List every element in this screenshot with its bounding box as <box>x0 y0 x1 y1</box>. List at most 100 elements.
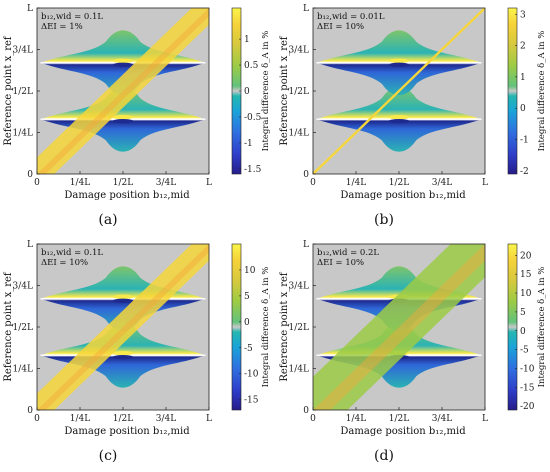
colorbar-tick-label: 0 <box>244 318 250 328</box>
colorbar-tick-label: -15 <box>520 383 535 393</box>
diagonal-band-core <box>37 244 209 410</box>
x-tick-label: L <box>482 178 488 188</box>
colorbar-tick-label: 0.5 <box>244 61 259 71</box>
colorbar-tick-label: -10 <box>244 370 259 380</box>
parameter-annotation: ΔEI = 1% <box>41 22 83 32</box>
x-tick-label: 1/4L <box>346 178 366 188</box>
lobe-peak-1 <box>388 115 410 120</box>
x-axis-label: Damage position b₁₂,mid <box>64 190 190 201</box>
y-tick-label: 1/2L <box>13 87 33 97</box>
chart-panel-3: 0 1/4L 1/2L 3/4L L 0 1/4L 1/2L 3/4L L Damage posit… <box>3 240 271 464</box>
plot-area <box>313 8 485 174</box>
x-tick-label: 3/4L <box>156 414 176 424</box>
lobe-trough-2 <box>388 62 410 67</box>
lobe-peak-1 <box>112 115 134 120</box>
y-tick-label: L <box>27 240 33 250</box>
x-axis-label: Damage position b₁₂,mid <box>340 190 466 201</box>
lobe-peak-1 <box>112 351 134 356</box>
parameter-annotation: b₁₂,wid = 0.01L <box>317 12 385 22</box>
y-tick-label: 0 <box>27 406 33 416</box>
colorbar-tick-label: -10 <box>520 365 535 375</box>
plot-area <box>37 8 209 174</box>
lobe-trough-1 <box>112 355 134 360</box>
y-tick-label: 3/4L <box>13 282 33 292</box>
diagonal-band-core <box>313 244 485 410</box>
x-tick-label: 0 <box>34 178 40 188</box>
colorbar-tick-label: 1 <box>244 35 250 45</box>
plot-area <box>313 244 485 410</box>
x-tick-label: 0 <box>34 414 40 424</box>
x-tick-label: 1/4L <box>346 414 366 424</box>
chart-panel-1: 0 1/4L 1/2L 3/4L L 0 1/4L 1/2L 3/4L L Damage posit… <box>3 4 271 228</box>
colorbar-label: Integral difference δ_A in % <box>261 267 271 388</box>
diagonal-band-core <box>37 8 209 174</box>
y-tick-label: 0 <box>303 406 309 416</box>
y-tick-label: 1/4L <box>13 129 33 139</box>
y-axis-label: Reference point x_ref <box>3 35 14 145</box>
y-axis-label: Reference point x_ref <box>279 35 290 145</box>
colorbar-label: Integral difference δ_A in % <box>261 31 271 152</box>
y-tick-label: 1/4L <box>13 365 33 375</box>
colorbar-tick-label: -1 <box>244 139 253 149</box>
panel-label: (b) <box>374 212 394 228</box>
lobe-trough-1 <box>112 119 134 124</box>
y-tick-label: 3/4L <box>289 282 309 292</box>
y-axis-label: Reference point x_ref <box>279 271 290 381</box>
lobe-peak-2 <box>112 294 134 299</box>
diagonal-band <box>37 244 209 410</box>
colorbar-tick-label: 0 <box>520 327 526 337</box>
x-axis-label: Damage position b₁₂,mid <box>340 426 466 437</box>
colorbar-tick-label: 15 <box>520 270 532 280</box>
lobe-peak-2 <box>112 58 134 63</box>
colorbar-tick-label: 20 <box>520 251 532 261</box>
y-tick-label: 1/4L <box>289 129 309 139</box>
colorbar-tick-label: 0 <box>520 104 526 114</box>
x-axis-label: Damage position b₁₂,mid <box>64 426 190 437</box>
colorbar-tick-label: -5 <box>244 344 253 354</box>
colorbar <box>507 243 518 411</box>
x-tick-label: 1/2L <box>113 178 133 188</box>
diagonal-band <box>313 8 485 174</box>
colorbar-tick-label: 10 <box>244 266 256 276</box>
x-tick-label: L <box>206 414 212 424</box>
panel-label: (a) <box>98 212 117 228</box>
x-tick-label: 3/4L <box>432 414 452 424</box>
colorbar <box>231 243 242 411</box>
parameter-annotation: b₁₂,wid = 0.2L <box>317 248 379 258</box>
x-tick-label: 0 <box>310 414 316 424</box>
y-tick-label: L <box>303 4 309 14</box>
x-tick-label: L <box>482 414 488 424</box>
colorbar-label: Integral difference δ_A in % <box>537 31 547 152</box>
chart-panel-4: 0 1/4L 1/2L 3/4L L 0 1/4L 1/2L 3/4L L Damage posit… <box>279 240 547 464</box>
lobe-peak-2 <box>388 58 410 63</box>
lobe-trough-2 <box>112 62 134 67</box>
x-tick-label: 1/2L <box>113 414 133 424</box>
parameter-annotation: ΔEI = 10% <box>317 258 364 268</box>
x-tick-label: 3/4L <box>156 178 176 188</box>
parameter-annotation: ΔEI = 10% <box>41 258 88 268</box>
colorbar-tick-label: -2 <box>520 167 529 177</box>
panel-label: (d) <box>374 448 394 464</box>
x-tick-label: 3/4L <box>432 178 452 188</box>
y-tick-label: 1/2L <box>289 87 309 97</box>
y-tick-label: L <box>27 4 33 14</box>
colorbar-tick-label: -1.5 <box>244 165 262 175</box>
y-tick-label: 1/4L <box>289 365 309 375</box>
x-tick-label: 0 <box>310 178 316 188</box>
x-tick-label: L <box>206 178 212 188</box>
colorbar-tick-label: 2 <box>520 42 526 52</box>
colorbar-tick-label: 5 <box>244 292 250 302</box>
colorbar-tick-label: 5 <box>520 308 526 318</box>
y-tick-label: 3/4L <box>13 46 33 56</box>
parameter-annotation: b₁₂,wid = 0.1L <box>41 12 103 22</box>
colorbar-tick-label: -1 <box>520 136 529 146</box>
y-tick-label: 3/4L <box>289 46 309 56</box>
colorbar-tick-label: -5 <box>520 346 529 356</box>
x-tick-label: 1/4L <box>70 178 90 188</box>
colorbar-tick-label: -20 <box>520 402 535 412</box>
colorbar-tick-label: -15 <box>244 396 259 406</box>
x-tick-label: 1/2L <box>389 414 409 424</box>
panel-label: (c) <box>99 448 118 464</box>
x-tick-label: 1/2L <box>389 178 409 188</box>
